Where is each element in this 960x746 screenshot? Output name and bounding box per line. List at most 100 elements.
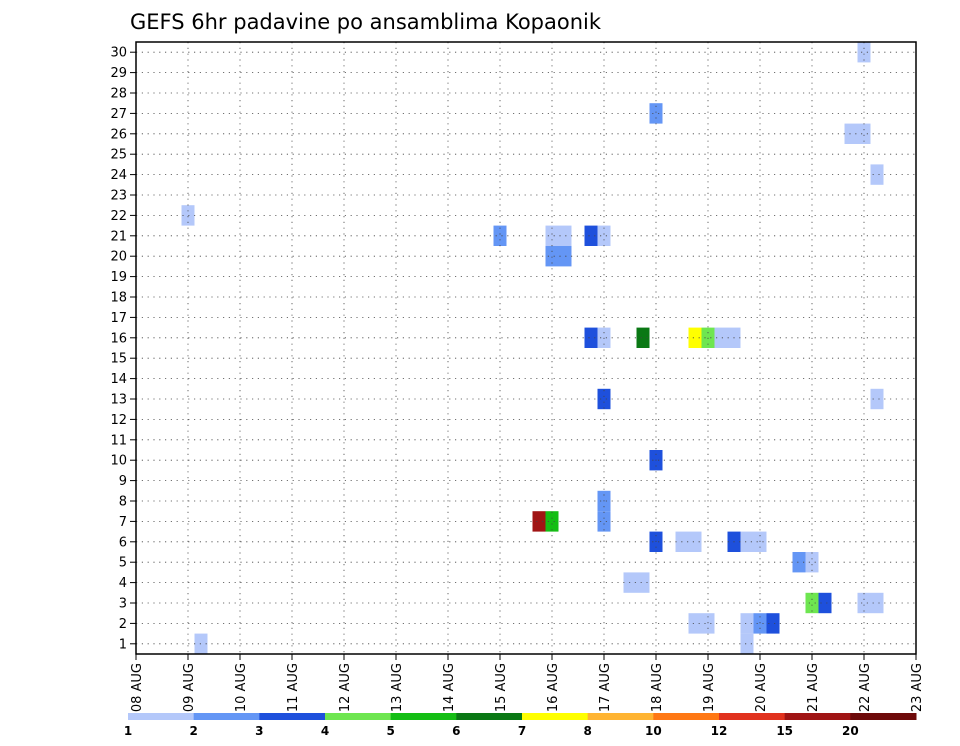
xtick-label-4: 12 AUG bbox=[338, 663, 353, 712]
cell-16 bbox=[636, 327, 650, 348]
cell-28 bbox=[688, 613, 702, 634]
cell-39 bbox=[805, 592, 819, 614]
colorbar-segment-1 bbox=[193, 713, 260, 720]
xtick-label-1: 09 AUG bbox=[182, 663, 197, 712]
xtick-label-8: 16 AUG bbox=[546, 663, 561, 712]
cell-35 bbox=[753, 613, 767, 634]
cell-41 bbox=[844, 123, 858, 144]
cell-19 bbox=[649, 103, 663, 124]
colorbar-segment-5 bbox=[456, 713, 523, 720]
cell-3 bbox=[532, 511, 546, 532]
ytick-label-29: 29 bbox=[110, 66, 127, 81]
xtick-label-7: 15 AUG bbox=[494, 663, 509, 712]
cell-33 bbox=[740, 613, 754, 634]
xtick-label-12: 20 AUG bbox=[754, 663, 769, 712]
cell-43 bbox=[857, 42, 871, 63]
plot-frame bbox=[135, 41, 917, 655]
colorbar-segment-3 bbox=[325, 713, 392, 720]
colorbar-label-8: 8 bbox=[583, 724, 591, 738]
colorbar-segment-8 bbox=[653, 713, 720, 720]
ytick-label-27: 27 bbox=[110, 107, 127, 122]
colorbar-segment-0 bbox=[128, 713, 195, 720]
cell-0 bbox=[181, 205, 195, 226]
cell-15 bbox=[597, 511, 611, 532]
ytick-label-24: 24 bbox=[110, 168, 127, 183]
ytick-label-25: 25 bbox=[110, 148, 127, 163]
colorbar-label-6: 6 bbox=[452, 724, 460, 738]
ytick-label-1: 1 bbox=[119, 637, 127, 652]
ytick-label-18: 18 bbox=[110, 291, 127, 306]
colorbar-segment-4 bbox=[390, 713, 457, 720]
colorbar-label-4: 4 bbox=[321, 724, 329, 738]
ytick-label-11: 11 bbox=[110, 433, 127, 448]
colorbar: 1 2 3 4 5 6 7 8 10 12 15 20 bbox=[124, 713, 917, 738]
xtick-label-14: 22 AUG bbox=[858, 663, 873, 712]
ytick-label-16: 16 bbox=[110, 331, 127, 346]
ytick-label-7: 7 bbox=[119, 515, 127, 530]
colorbar-label-1: 1 bbox=[124, 724, 132, 738]
ytick-label-14: 14 bbox=[110, 372, 127, 387]
xtick-label-2: 10 AUG bbox=[234, 663, 249, 712]
colorbar-label-2: 2 bbox=[189, 724, 197, 738]
cell-24 bbox=[688, 327, 702, 348]
cell-44 bbox=[857, 592, 871, 614]
ytick-label-6: 6 bbox=[119, 535, 127, 550]
cell-18 bbox=[636, 572, 650, 593]
cell-45 bbox=[870, 592, 884, 614]
cell-29 bbox=[701, 613, 715, 634]
ytick-label-21: 21 bbox=[110, 229, 127, 244]
ytick-label-23: 23 bbox=[110, 189, 127, 204]
colorbar-segment-9 bbox=[719, 713, 786, 720]
cell-4 bbox=[545, 511, 559, 532]
colorbar-label-15: 15 bbox=[776, 724, 793, 738]
xtick-label-3: 11 AUG bbox=[286, 663, 301, 712]
cells-layer bbox=[181, 42, 884, 654]
ytick-label-8: 8 bbox=[119, 495, 127, 510]
ytick-label-28: 28 bbox=[110, 87, 127, 102]
ytick-label-2: 2 bbox=[119, 617, 127, 632]
ytick-label-5: 5 bbox=[119, 556, 127, 571]
cell-37 bbox=[792, 552, 806, 573]
ytick-label-17: 17 bbox=[110, 311, 127, 326]
cell-2 bbox=[493, 225, 507, 246]
ytick-label-9: 9 bbox=[119, 474, 127, 489]
colorbar-segment-7 bbox=[587, 713, 654, 720]
ytick-label-15: 15 bbox=[110, 352, 127, 367]
ytick-label-4: 4 bbox=[119, 576, 127, 591]
colorbar-segment-10 bbox=[784, 713, 851, 720]
cell-7 bbox=[545, 246, 559, 267]
cell-34 bbox=[740, 633, 754, 654]
colorbar-label-20: 20 bbox=[842, 724, 859, 738]
ytick-label-10: 10 bbox=[110, 454, 127, 469]
xtick-label-11: 19 AUG bbox=[702, 663, 717, 712]
colorbar-segment-11 bbox=[850, 713, 917, 720]
colorbar-segment-2 bbox=[259, 713, 326, 720]
cell-8 bbox=[558, 246, 572, 267]
colorbar-label-10: 10 bbox=[645, 724, 662, 738]
colorbar-label-5: 5 bbox=[386, 724, 394, 738]
ytick-label-12: 12 bbox=[110, 413, 127, 428]
cell-13 bbox=[597, 388, 611, 410]
colorbar-label-7: 7 bbox=[518, 724, 526, 738]
cell-42 bbox=[857, 123, 871, 144]
colorbar-segment-6 bbox=[522, 713, 589, 720]
xtick-label-6: 14 AUG bbox=[442, 663, 457, 712]
cell-11 bbox=[584, 327, 598, 348]
ytick-label-13: 13 bbox=[110, 393, 127, 408]
ytick-label-26: 26 bbox=[110, 127, 127, 142]
chart-title: GEFS 6hr padavine po ansamblima Kopaonik bbox=[130, 10, 602, 34]
x-axis: 08 AUG 09 AUG 10 AUG 11 AUG 12 AUG 13 AUG 14 A… bbox=[130, 654, 925, 712]
cell-26 bbox=[714, 327, 728, 348]
colorbar-label-3: 3 bbox=[255, 724, 263, 738]
grid-layer bbox=[135, 42, 917, 654]
xtick-label-10: 18 AUG bbox=[650, 663, 665, 712]
cell-31 bbox=[740, 531, 754, 552]
cell-46 bbox=[870, 164, 884, 185]
cell-47 bbox=[870, 388, 884, 410]
y-axis: 1234567891011121314151617181920212223242… bbox=[110, 46, 136, 652]
cell-36 bbox=[766, 613, 780, 634]
xtick-label-15: 23 AUG bbox=[910, 663, 925, 712]
xtick-label-13: 21 AUG bbox=[806, 663, 821, 712]
